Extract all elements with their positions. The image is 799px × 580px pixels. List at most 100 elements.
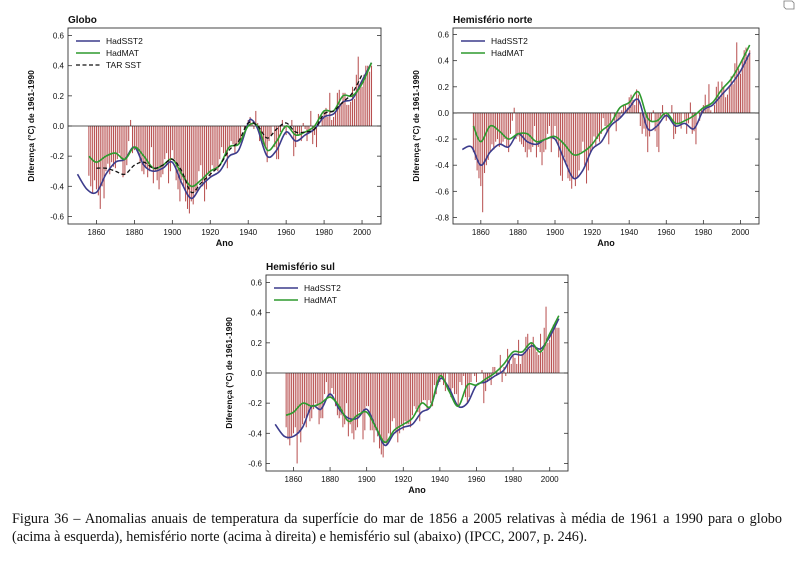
bar: [565, 112, 567, 163]
bar: [311, 373, 313, 419]
bar: [304, 126, 306, 130]
bar: [362, 373, 364, 440]
bar: [313, 373, 315, 410]
bar: [484, 112, 486, 174]
bar: [327, 116, 329, 126]
bar: [513, 107, 515, 113]
bar: [349, 373, 351, 425]
bar: [128, 126, 130, 142]
bar: [710, 110, 712, 113]
bar: [219, 126, 221, 160]
bar: [355, 74, 357, 126]
bar: [205, 126, 207, 190]
x-axis-label: Ano: [597, 238, 615, 248]
bar: [493, 112, 495, 150]
bar: [109, 126, 111, 175]
bar: [351, 373, 353, 434]
x-tick-label: 1960: [277, 228, 295, 237]
bar: [196, 126, 198, 193]
bar: [732, 84, 734, 113]
bar: [708, 84, 710, 113]
bar: [168, 126, 170, 184]
bar: [604, 112, 606, 126]
x-tick-label: 1900: [546, 228, 564, 237]
bar: [185, 126, 187, 202]
bar: [673, 112, 675, 140]
bar: [489, 112, 491, 153]
bar: [567, 112, 569, 179]
bar: [723, 86, 725, 113]
bar: [391, 373, 393, 422]
series-line: [285, 315, 560, 444]
y-tick-label: -0.4: [248, 429, 262, 438]
x-tick-label: 1940: [431, 475, 449, 484]
bar: [515, 112, 517, 140]
bar: [318, 373, 320, 425]
y-tick-label: 0.4: [53, 62, 65, 71]
bar: [338, 373, 340, 419]
bar: [194, 126, 196, 193]
bar: [274, 126, 276, 148]
bar: [623, 105, 625, 113]
bar: [481, 369, 483, 373]
bar: [747, 55, 749, 113]
bar: [358, 373, 360, 413]
bar: [350, 101, 352, 126]
bar: [325, 107, 327, 126]
bar: [522, 112, 524, 147]
bar: [586, 112, 588, 184]
bar: [523, 351, 525, 373]
bar: [292, 373, 294, 434]
bar: [413, 373, 415, 407]
bar: [139, 126, 141, 163]
bar: [370, 65, 373, 126]
bar: [335, 373, 337, 407]
bar: [408, 373, 410, 425]
bar: [344, 92, 346, 126]
bar: [630, 94, 632, 113]
bar: [610, 112, 612, 124]
bar: [270, 126, 272, 136]
y-tick-label: -0.6: [50, 212, 64, 221]
bar: [188, 126, 190, 214]
bar: [359, 86, 361, 126]
bar: [215, 126, 217, 169]
bar: [181, 126, 183, 181]
legend-label: HadMAT: [106, 48, 139, 58]
bar: [217, 126, 219, 172]
bar: [340, 104, 342, 126]
bar: [476, 112, 478, 171]
plot-frame: [452, 27, 760, 225]
bar: [404, 373, 406, 422]
bar: [468, 373, 470, 398]
bar: [221, 126, 223, 148]
bar: [257, 122, 259, 126]
bar: [534, 345, 536, 373]
bar: [279, 126, 281, 133]
bar: [366, 373, 368, 407]
bar: [695, 112, 697, 145]
chart-title: Hemisfério norte: [453, 15, 533, 26]
x-tick-label: 1860: [285, 475, 303, 484]
bar: [333, 373, 335, 395]
bar: [516, 363, 518, 373]
bar: [534, 112, 536, 126]
bar: [487, 112, 489, 160]
x-tick-label: 1920: [394, 475, 412, 484]
x-tick-label: 1980: [694, 228, 712, 237]
bar: [224, 126, 226, 157]
bar: [543, 112, 545, 153]
bar: [658, 112, 660, 153]
chart-hemisferio-norte: Hemisfério norte 0.6 0.4 0.2 0.0 -0.2 -0.4 -0.6…: [405, 8, 790, 248]
bar: [300, 373, 302, 443]
bar: [291, 373, 293, 437]
x-tick-label: 1980: [504, 475, 522, 484]
legend: HadSST2 HadMAT: [461, 36, 528, 58]
bar: [545, 306, 547, 373]
bar: [322, 373, 324, 419]
bar: [548, 112, 550, 126]
y-tick-label: 0.6: [438, 31, 450, 40]
bar: [171, 126, 173, 151]
bar: [95, 126, 97, 190]
bar: [526, 112, 528, 158]
